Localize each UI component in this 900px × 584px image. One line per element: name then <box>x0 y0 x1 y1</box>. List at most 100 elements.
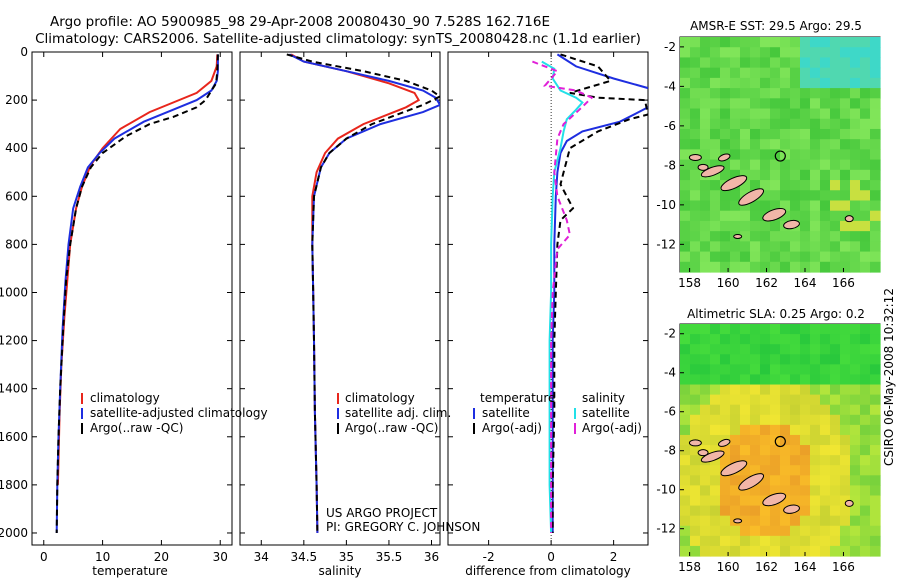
map-cell <box>780 57 791 69</box>
map-cell <box>710 37 721 48</box>
map-cell <box>830 37 841 48</box>
map-cell <box>720 37 731 48</box>
map-cell <box>790 354 801 365</box>
map-cell <box>730 495 741 507</box>
map-cell <box>740 364 751 376</box>
map-cell <box>850 384 861 396</box>
map-cell <box>870 324 881 335</box>
map-cell <box>820 118 831 130</box>
map-cell <box>730 67 741 79</box>
map-cell <box>850 414 861 426</box>
map-cell <box>680 139 691 150</box>
map-cell <box>840 404 851 416</box>
map-cell <box>760 505 771 517</box>
map-cell <box>790 495 801 507</box>
map-cell <box>820 241 831 253</box>
map-cell <box>680 515 691 527</box>
map-cell <box>740 344 751 355</box>
map-cell <box>850 190 861 202</box>
map-cell <box>860 220 871 232</box>
island-shape <box>844 499 854 507</box>
map-cell <box>750 251 761 263</box>
island-shape <box>733 518 743 524</box>
map-cell <box>740 128 751 140</box>
map-cell <box>750 261 761 273</box>
map-cell <box>830 324 841 335</box>
map-cell <box>690 424 701 436</box>
map-cell <box>860 505 871 517</box>
island-shape <box>720 175 748 192</box>
map-cell <box>680 374 691 386</box>
island-shape <box>738 188 765 206</box>
map-cell <box>810 414 821 426</box>
map-cell <box>770 47 781 59</box>
map-cell <box>720 334 731 345</box>
map-cell <box>850 344 861 355</box>
map-cell <box>870 210 881 222</box>
map-cell <box>740 515 751 527</box>
map-cell <box>820 545 831 557</box>
map-cell <box>870 354 881 365</box>
map-cell <box>690 118 701 130</box>
map-cell <box>810 545 821 557</box>
map-cell <box>750 98 761 110</box>
map-cell <box>680 334 691 345</box>
map-cell <box>830 545 841 557</box>
map-cell <box>710 455 721 466</box>
map-cell <box>850 108 861 120</box>
map-cell <box>860 525 871 537</box>
map-cell <box>700 394 711 406</box>
island-shape <box>762 207 787 222</box>
map-cell <box>870 525 881 537</box>
map-cell <box>860 118 871 130</box>
map-cell <box>850 465 861 476</box>
map-cell <box>770 515 781 527</box>
map-cell <box>720 67 731 79</box>
map-cell <box>690 384 701 396</box>
map-cell <box>760 465 771 476</box>
map-cell <box>800 424 811 436</box>
map-cell <box>680 57 691 69</box>
map-cell <box>800 505 811 517</box>
map-cell <box>780 251 791 263</box>
map-cell <box>770 57 781 69</box>
map-cell <box>850 180 861 191</box>
map-cell <box>820 495 831 507</box>
map-cell <box>810 108 821 120</box>
map-cell <box>730 190 741 202</box>
map-cell <box>830 334 841 345</box>
map-cell <box>790 57 801 69</box>
map-cell <box>800 139 811 150</box>
map-cell <box>720 220 731 232</box>
map-cell <box>730 108 741 120</box>
map-cell <box>840 535 851 547</box>
map-cell <box>870 404 881 416</box>
map-cell <box>770 475 781 486</box>
map-cell <box>840 414 851 426</box>
map-cell <box>860 251 871 263</box>
map-cell <box>750 210 761 222</box>
map-cell <box>730 251 741 263</box>
map-cell <box>760 159 771 171</box>
map-cell <box>870 475 881 486</box>
panel-difference: -2 0 2 temperature salinity satellite Argo… <box>447 51 649 578</box>
map-cell <box>870 364 881 376</box>
legend-sal-argo-label: Argo(-adj) <box>582 421 642 435</box>
map-cell <box>860 495 871 507</box>
map-cell <box>820 180 831 191</box>
map-cell <box>760 261 771 273</box>
map-cell <box>790 118 801 130</box>
map-cell <box>770 169 781 181</box>
map-cell <box>800 324 811 335</box>
map-cell <box>870 231 881 242</box>
map-cell <box>800 241 811 253</box>
map-cell <box>840 261 851 273</box>
map-cell <box>720 475 731 486</box>
map-cell <box>780 515 791 527</box>
map-cell <box>800 364 811 376</box>
map-cell <box>750 455 761 466</box>
map-cell <box>740 67 751 79</box>
map-cell <box>750 324 761 335</box>
map-cell <box>810 495 821 507</box>
map-cell <box>750 118 761 130</box>
